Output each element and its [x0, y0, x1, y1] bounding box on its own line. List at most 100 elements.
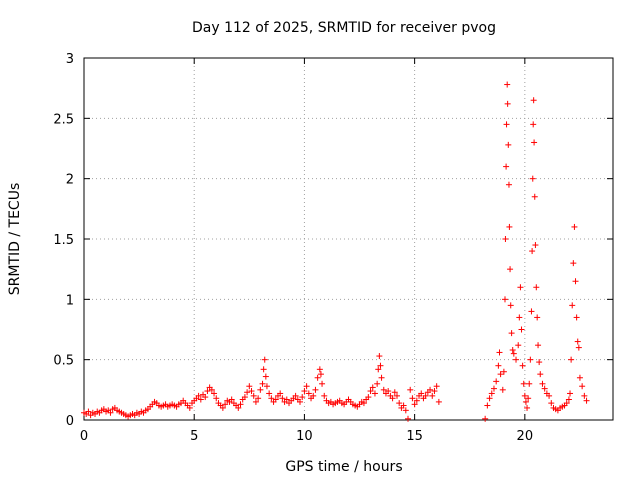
- data-point: [378, 374, 385, 381]
- data-point: [252, 398, 259, 405]
- data-point: [541, 385, 548, 392]
- data-point: [262, 373, 269, 380]
- data-point: [504, 100, 511, 107]
- data-point: [529, 175, 536, 182]
- data-point: [411, 401, 418, 408]
- data-point: [393, 392, 400, 399]
- y-tick-label: 0.5: [53, 354, 74, 369]
- data-point: [422, 392, 429, 399]
- data-point: [418, 390, 425, 397]
- data-point: [576, 374, 583, 381]
- data-point: [500, 368, 507, 375]
- data-point: [572, 278, 579, 285]
- data-point: [575, 344, 582, 351]
- data-point: [277, 390, 284, 397]
- data-point: [504, 81, 511, 88]
- data-point: [488, 390, 495, 397]
- data-point: [505, 141, 512, 148]
- data-point: [255, 395, 262, 402]
- data-point: [228, 396, 235, 403]
- data-point: [563, 400, 570, 407]
- data-point: [565, 396, 572, 403]
- data-point: [314, 374, 321, 381]
- data-point: [531, 139, 538, 146]
- data-point: [496, 349, 503, 356]
- x-tick-label: 15: [406, 429, 423, 444]
- data-point: [369, 384, 376, 391]
- data-point: [85, 408, 92, 415]
- data-point: [493, 378, 500, 385]
- data-point: [522, 398, 529, 405]
- data-point: [246, 383, 253, 390]
- data-point: [499, 386, 506, 393]
- data-point: [528, 308, 535, 315]
- grid-lines: [84, 58, 613, 420]
- data-point: [495, 362, 502, 369]
- data-point: [365, 394, 372, 401]
- data-point: [303, 383, 310, 390]
- data-point: [202, 394, 209, 401]
- data-point: [250, 392, 257, 399]
- data-point: [321, 392, 328, 399]
- data-points: [81, 81, 590, 422]
- data-point: [502, 236, 509, 242]
- y-tick-label: 0: [66, 414, 74, 429]
- data-point: [501, 296, 508, 303]
- data-point: [583, 397, 590, 404]
- data-point: [305, 390, 312, 397]
- y-tick-label: 1.5: [53, 233, 74, 248]
- data-point: [529, 248, 536, 255]
- data-point: [539, 380, 546, 387]
- data-point: [527, 356, 534, 363]
- data-point: [312, 386, 319, 393]
- data-point: [219, 404, 226, 411]
- y-tick-label: 3: [66, 52, 74, 67]
- data-point: [186, 404, 193, 411]
- data-point: [536, 359, 543, 366]
- data-point: [519, 362, 526, 369]
- data-point: [376, 353, 383, 360]
- data-point: [211, 390, 218, 397]
- data-point: [272, 396, 279, 403]
- data-point: [570, 260, 577, 267]
- data-point: [521, 392, 528, 399]
- data-point: [507, 266, 514, 273]
- x-tick-label: 20: [517, 429, 534, 444]
- data-point: [571, 223, 578, 230]
- data-point: [530, 97, 537, 104]
- data-point: [257, 386, 264, 393]
- data-point: [197, 396, 204, 403]
- data-point: [513, 356, 520, 363]
- data-point: [516, 314, 523, 321]
- data-point: [204, 388, 211, 395]
- data-point: [509, 347, 516, 354]
- data-point: [508, 330, 515, 337]
- data-point: [503, 121, 510, 128]
- data-point: [283, 396, 290, 403]
- data-point: [579, 383, 586, 390]
- data-point: [213, 395, 220, 402]
- data-point: [222, 401, 229, 408]
- data-point: [380, 386, 387, 393]
- data-point: [525, 395, 532, 402]
- data-point: [520, 380, 527, 387]
- data-point: [385, 388, 392, 395]
- data-point: [531, 193, 538, 200]
- data-point: [431, 388, 438, 395]
- data-point: [248, 388, 255, 395]
- data-point: [515, 342, 522, 349]
- data-point: [208, 386, 215, 393]
- data-point: [548, 400, 555, 407]
- x-tick-label: 0: [80, 429, 88, 444]
- data-point: [279, 395, 286, 402]
- data-point: [244, 389, 251, 396]
- data-point: [433, 383, 440, 390]
- data-point: [402, 407, 409, 414]
- data-point: [534, 314, 541, 321]
- data-point: [407, 386, 414, 393]
- data-point: [581, 392, 588, 399]
- data-point: [241, 394, 248, 401]
- data-point: [301, 388, 308, 395]
- data-point: [299, 394, 306, 401]
